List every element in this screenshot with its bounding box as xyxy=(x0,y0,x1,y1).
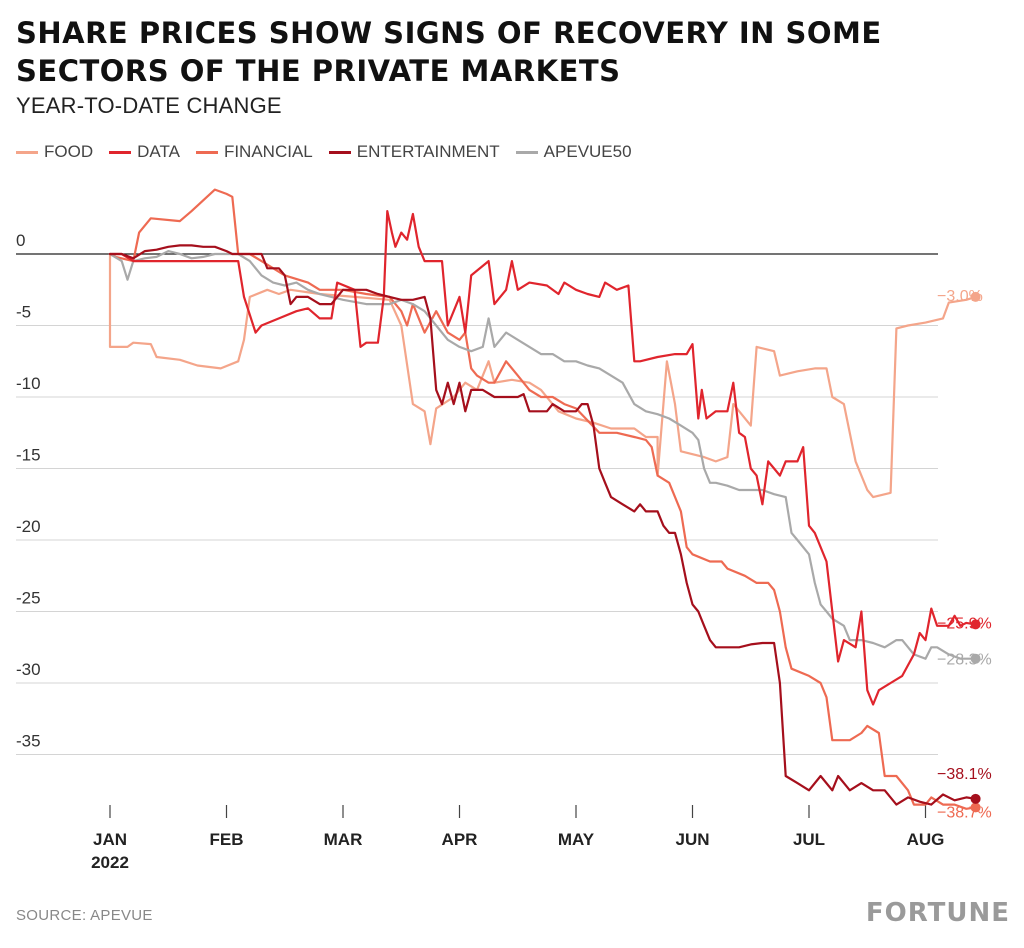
x-tick-label: MAR xyxy=(324,830,363,849)
legend-label: DATA xyxy=(137,142,180,161)
legend-swatch xyxy=(195,150,218,154)
legend-label: APEVUE50 xyxy=(543,142,632,161)
end-marker-financial xyxy=(970,802,981,813)
end-label-financial: −38.7% xyxy=(937,804,992,821)
end-marker-food xyxy=(970,291,981,302)
chart-subtitle: YEAR-TO-DATE CHANGE xyxy=(16,93,282,118)
x-tick-label: JAN xyxy=(93,830,127,849)
x-tick-label: JUN xyxy=(675,830,709,849)
y-tick-label: -15 xyxy=(16,446,41,465)
legend-swatch xyxy=(328,150,351,154)
end-label-entertainment: −38.1% xyxy=(937,766,992,783)
series-line-entertainment xyxy=(108,244,977,806)
end-label-food: −3.0% xyxy=(937,288,983,305)
chart-legend: FOOD DATA FINANCIAL ENTERTAINMENT APEVUE50 xyxy=(16,142,648,162)
series-line-data xyxy=(108,210,977,706)
end-label-apevue50: −28.3% xyxy=(937,652,992,669)
y-tick-label: -25 xyxy=(16,589,41,608)
source-note: SOURCE: APEVUE xyxy=(16,907,153,924)
legend-item-food: FOOD xyxy=(16,142,93,162)
fortune-logo: FORTUNE xyxy=(865,898,1010,928)
x-tick-label: MAY xyxy=(558,830,595,849)
y-tick-label: -5 xyxy=(16,303,31,322)
series-line-food xyxy=(108,252,977,499)
x-tick-label: APR xyxy=(442,830,478,849)
y-tick-label: -35 xyxy=(16,732,41,751)
end-marker-apevue50 xyxy=(970,653,981,664)
y-tick-label: -10 xyxy=(16,374,41,393)
chart-title: SHARE PRICES SHOW SIGNS OF RECOVERY IN S… xyxy=(16,16,882,88)
end-marker-data xyxy=(970,619,981,630)
legend-label: FINANCIAL xyxy=(223,142,313,161)
legend-item-apevue50: APEVUE50 xyxy=(515,142,632,162)
line-chart: 0 -5 -10 -15 -20 -25 -30 -35 JAN 2022 FEB MAR APR MAY… xyxy=(16,188,992,872)
legend-item-entertainment: ENTERTAINMENT xyxy=(328,142,500,162)
legend-swatch xyxy=(16,150,38,154)
y-tick-label: -20 xyxy=(16,517,41,536)
x-tick-label: FEB xyxy=(210,830,244,849)
series-line-financial xyxy=(108,188,977,810)
end-marker-entertainment xyxy=(970,793,981,804)
x-tick-year-label: 2022 xyxy=(91,853,129,872)
legend-item-data: DATA xyxy=(109,142,180,162)
end-label-data: −25.9% xyxy=(937,615,992,632)
legend-label: FOOD xyxy=(44,142,94,161)
series-line-apevue50 xyxy=(108,250,977,660)
x-tick-label: AUG xyxy=(907,830,945,849)
x-tick-label: JUL xyxy=(793,830,825,849)
legend-swatch xyxy=(515,150,538,154)
legend-item-financial: FINANCIAL xyxy=(195,142,313,162)
legend-label: ENTERTAINMENT xyxy=(356,142,500,161)
y-tick-label: 0 xyxy=(16,231,25,250)
y-tick-label: -30 xyxy=(16,660,41,679)
legend-swatch xyxy=(109,150,132,154)
